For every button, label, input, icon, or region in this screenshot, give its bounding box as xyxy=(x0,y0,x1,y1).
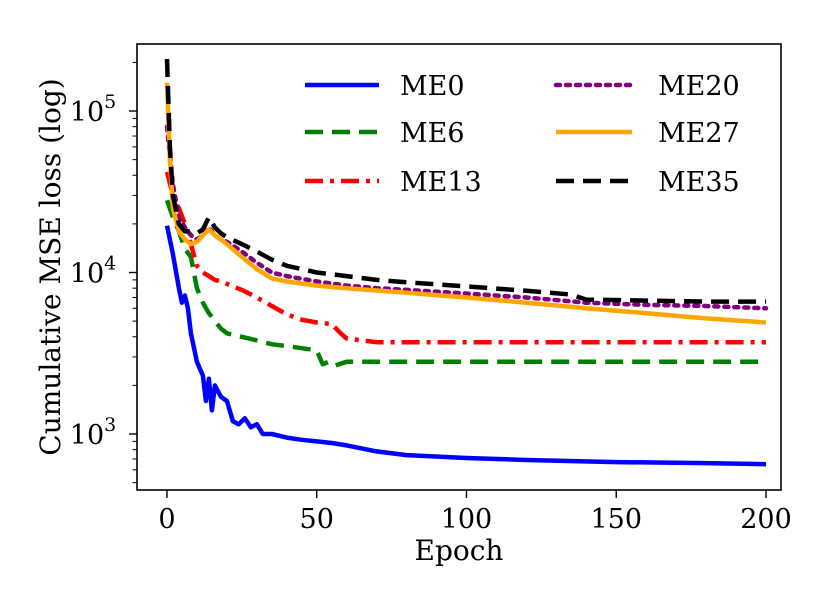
x-axis-label: Epoch xyxy=(415,534,504,567)
legend-label-me35: ME35 xyxy=(658,167,740,198)
x-tick-label: 150 xyxy=(590,504,642,535)
y-axis-label: Cumulative MSE loss (log) xyxy=(34,78,67,455)
y-tick-label: 104 xyxy=(70,253,116,290)
legend-label-me13: ME13 xyxy=(400,167,482,198)
series-line-me27 xyxy=(164,82,767,325)
series-line-me6 xyxy=(164,199,766,368)
x-axis: 0 50 100 150 200 xyxy=(158,490,792,535)
x-tick-label: 200 xyxy=(740,504,792,535)
legend-label-me6: ME6 xyxy=(400,118,465,149)
series-line-me35 xyxy=(164,58,766,304)
series-line-me13 xyxy=(164,171,766,345)
series-layer xyxy=(164,58,769,467)
legend-label-me0: ME0 xyxy=(400,71,465,102)
legend-label-me20: ME20 xyxy=(658,71,740,102)
series-line-me0 xyxy=(164,225,767,467)
series-line-me20 xyxy=(164,124,769,311)
y-tick-label: 105 xyxy=(70,91,116,128)
y-axis: 103 104 105 xyxy=(70,61,137,484)
y-tick-label: 103 xyxy=(70,414,116,451)
x-tick-label: 0 xyxy=(158,504,175,535)
plot-frame xyxy=(136,43,782,491)
legend: ME0 ME6 ME13 ME20 ME27 ME35 xyxy=(305,71,740,198)
x-tick-label: 50 xyxy=(300,504,334,535)
x-tick-label: 100 xyxy=(441,504,493,535)
legend-label-me27: ME27 xyxy=(658,118,740,149)
